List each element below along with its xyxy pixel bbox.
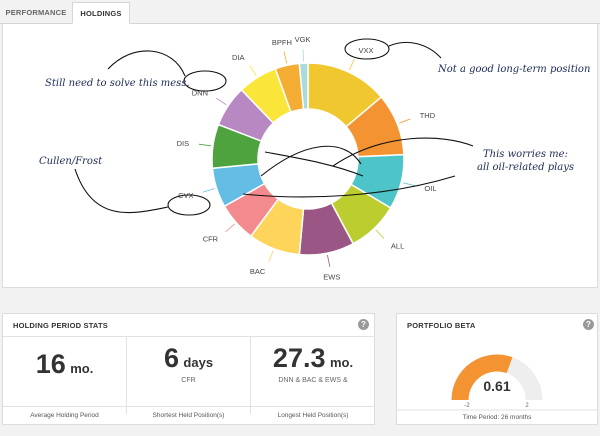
- stat-longest: 27.3 mo. DNN & BAC & EWS & Longest Held …: [251, 336, 375, 419]
- holding-period-stats-card: HOLDING PERIOD STATS ? 16 mo. Average Ho…: [2, 313, 375, 425]
- leader-line-vxx: [348, 59, 355, 71]
- portfolio-beta-card: PORTFOLIO BETA ? 0.61 -2 2 Time Period: …: [396, 313, 598, 425]
- cfr-circle: [167, 194, 211, 216]
- leader-line-oil: [402, 182, 415, 187]
- oil-sweep-2: [264, 151, 364, 177]
- average-unit: mo.: [70, 361, 94, 376]
- note-cullen-line: [74, 168, 169, 214]
- leader-line-cvx: [202, 188, 215, 193]
- help-icon[interactable]: ?: [358, 319, 369, 330]
- shortest-ticker: CFR: [181, 377, 196, 384]
- shortest-value: 6: [163, 343, 179, 373]
- longest-unit: mo.: [329, 355, 354, 370]
- portfolio-beta-title: PORTFOLIO BETA: [407, 321, 476, 330]
- gauge-min-label: -2: [464, 403, 470, 409]
- slice-label-vxx: VXX: [359, 46, 374, 55]
- leader-line-ews: [327, 254, 331, 267]
- leader-line-thd: [399, 118, 411, 124]
- vxx-circle: [344, 38, 390, 60]
- gauge-fill: [451, 354, 513, 401]
- donut-slice-vgk[interactable]: [298, 62, 309, 111]
- slice-label-bpfh: BPFH: [272, 38, 292, 47]
- beta-value: 0.61: [483, 378, 510, 394]
- annotation-marks: [74, 38, 474, 216]
- oil-sweep-1: [260, 145, 362, 177]
- tab-performance[interactable]: PERFORMANCE: [5, 8, 67, 17]
- slice-label-vgk: VGK: [295, 35, 311, 44]
- beta-footer: Time Period: 26 months: [463, 414, 533, 421]
- help-icon[interactable]: ?: [583, 319, 594, 330]
- leader-line-dia: [249, 65, 257, 77]
- slice-label-dia: DIA: [232, 53, 245, 62]
- note-oil-plays: all oil-related plays: [477, 162, 574, 173]
- shortest-label: Shortest Held Position(s): [127, 406, 250, 424]
- slice-label-oil: OIL: [424, 184, 436, 193]
- slice-label-dis: DIS: [177, 139, 190, 148]
- shortest-unit: days: [183, 355, 214, 370]
- note-cullen-frost: Cullen/Frost: [39, 156, 103, 167]
- note-long-term: Not a good long-term position: [437, 64, 590, 75]
- slice-label-thd: THD: [420, 111, 436, 120]
- longest-value: 27.3: [272, 343, 326, 373]
- gauge-max-label: 2: [525, 403, 529, 409]
- slice-label-cfr: CFR: [203, 235, 219, 244]
- leader-line-vgk: [302, 49, 304, 62]
- tab-bar: PERFORMANCE HOLDINGS: [0, 0, 600, 24]
- oil-sweep-3: [332, 137, 474, 167]
- leader-line-bac: [268, 250, 274, 262]
- average-label: Average Holding Period: [3, 406, 126, 424]
- leader-line-bpfh: [283, 51, 288, 64]
- slice-label-all: ALL: [391, 242, 404, 251]
- oil-sweep-4: [242, 175, 456, 198]
- note-mess-line: [107, 50, 186, 77]
- stat-average: 16 mo. Average Holding Period: [3, 336, 127, 419]
- note-solve-mess: Still need to solve this mess.: [45, 78, 190, 89]
- longest-tickers: DNN & BAC & EWS &: [278, 377, 348, 384]
- slice-label-bac: BAC: [250, 267, 266, 276]
- note-worries: This worries me:: [483, 149, 568, 160]
- average-value: 16: [35, 349, 66, 379]
- leader-line-all: [375, 229, 385, 239]
- leader-line-dnn: [216, 97, 227, 106]
- beta-gauge: 0.61 -2 2 Time Period: 26 months: [397, 354, 597, 421]
- slice-label-ews: EWS: [323, 273, 340, 282]
- dnn-circle: [183, 70, 227, 92]
- leader-line-dis: [198, 143, 211, 147]
- slice-label-dnn: DNN: [192, 89, 208, 98]
- stat-shortest: 6 days CFR Shortest Held Position(s): [127, 336, 251, 419]
- note-vxx-line: [388, 41, 442, 59]
- holdings-chart-panel: VXX THD OIL ALL EWS BAC CFR CVX DIS DNN DIA BPFH VGK…: [2, 24, 598, 288]
- holding-stats-title: HOLDING PERIOD STATS: [13, 321, 108, 330]
- tab-holdings[interactable]: HOLDINGS: [72, 2, 130, 24]
- leader-line-cfr: [225, 223, 235, 233]
- longest-label: Longest Held Position(s): [251, 406, 375, 424]
